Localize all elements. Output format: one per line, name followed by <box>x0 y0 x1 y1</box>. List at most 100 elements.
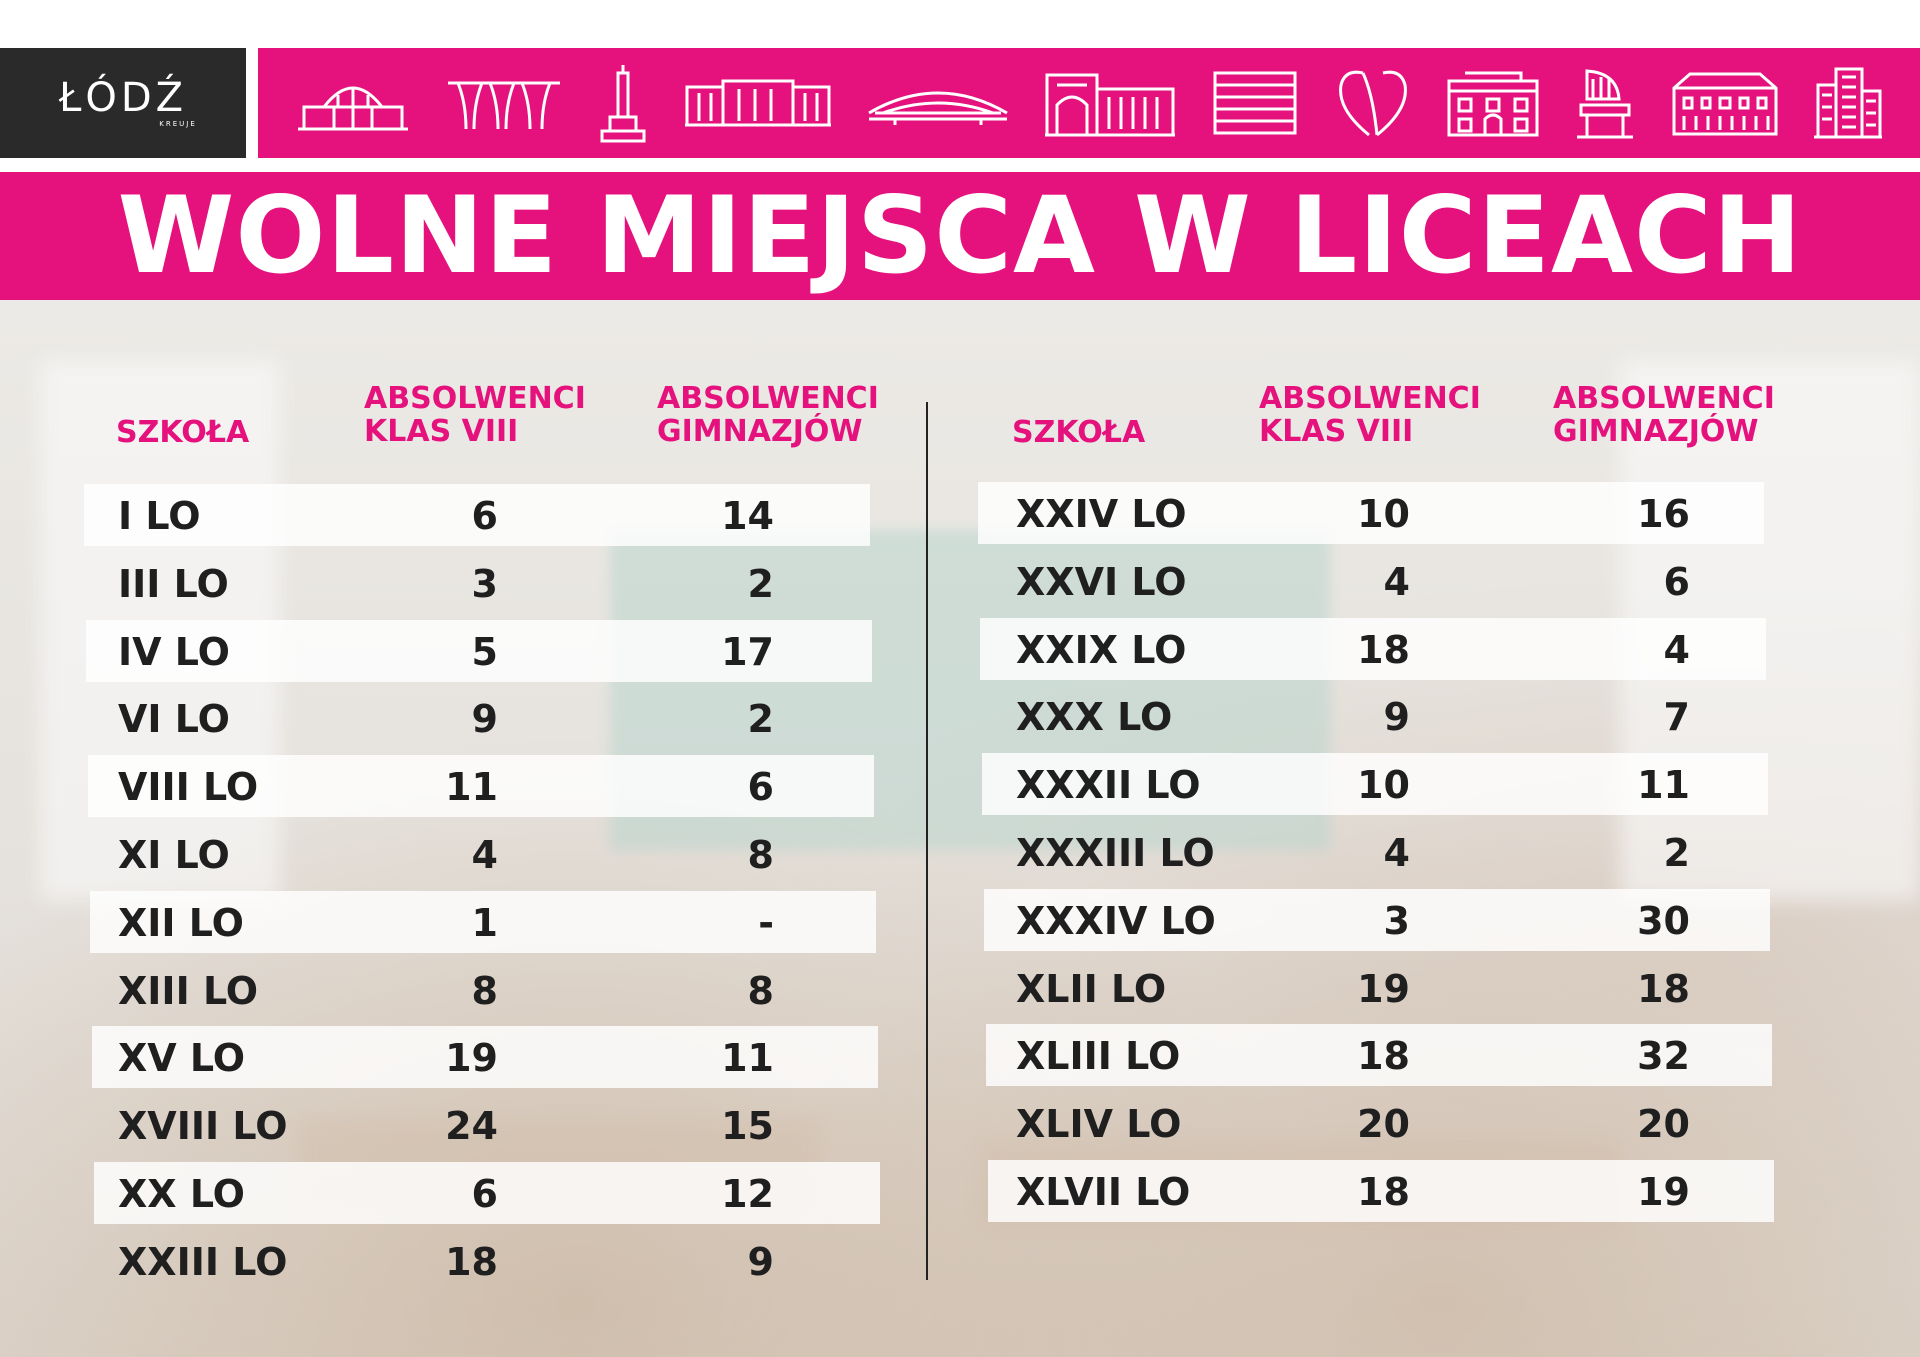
grade8-seats-cell: 24 <box>445 1104 498 1149</box>
school-name-cell: XXIV LO <box>1016 492 1187 536</box>
grade8-seats-cell: 4 <box>1383 831 1410 875</box>
table-divider <box>926 402 928 1280</box>
grade8-seats-cell: 6 <box>471 494 498 538</box>
city-logo: ŁÓDŹ KREUJE <box>0 48 246 158</box>
gym-seats-cell: 20 <box>1637 1102 1690 1147</box>
factory-icon <box>684 79 831 127</box>
grade8-seats-cell: 5 <box>471 629 498 674</box>
gym-seats-cell: 11 <box>1637 763 1690 808</box>
table-row-band <box>986 1024 1772 1087</box>
school-name-cell: XXVI LO <box>1016 559 1187 604</box>
left-gym-header: ABSOLWENCI GIMNAZJÓW <box>657 382 879 448</box>
gym-seats-cell: 18 <box>1637 966 1690 1011</box>
right-grade8-header: ABSOLWENCI KLAS VIII <box>1259 382 1481 448</box>
table-row-band <box>982 753 1768 816</box>
school-name-cell: III LO <box>118 561 229 606</box>
grade8-seats-cell: 9 <box>471 697 498 742</box>
school-name-cell: XI LO <box>118 833 230 877</box>
table-row-band <box>92 1026 878 1089</box>
grade8-seats-cell: 8 <box>471 968 498 1013</box>
tower-block-icon <box>1813 67 1882 139</box>
school-name-cell: XXIII LO <box>118 1239 288 1284</box>
monument-icon <box>600 65 646 143</box>
gym-seats-cell: 16 <box>1637 492 1690 536</box>
gym-seats-cell: 2 <box>747 697 774 742</box>
gym-seats-cell: 4 <box>1663 627 1690 672</box>
school-name-cell: I LO <box>118 494 201 538</box>
school-header-label: SZKOŁA <box>116 415 250 450</box>
gym-seats-cell: 8 <box>747 968 774 1013</box>
title-banner: WOLNE MIEJSCA W LICEACH <box>0 172 1920 300</box>
gym-seats-cell: 6 <box>1663 559 1690 604</box>
gym-seats-cell: 30 <box>1637 898 1690 943</box>
school-header-label: SZKOŁA <box>1012 415 1146 450</box>
arches-icon <box>448 81 561 130</box>
arena-icon <box>867 91 1008 125</box>
logo-text: ŁÓDŹ <box>58 75 188 121</box>
left-grade8-header: ABSOLWENCI KLAS VIII <box>364 382 586 448</box>
grade8-header-line1: ABSOLWENCI <box>1259 381 1481 416</box>
grade8-seats-cell: 4 <box>1383 559 1410 604</box>
school-name-cell: VI LO <box>118 697 230 742</box>
table-row-band <box>988 1160 1774 1222</box>
school-name-cell: XIII LO <box>118 968 259 1013</box>
grade8-seats-cell: 9 <box>1383 695 1410 740</box>
grade8-seats-cell: 4 <box>471 833 498 877</box>
gym-seats-cell: 2 <box>1663 831 1690 875</box>
school-name-cell: IV LO <box>118 629 230 674</box>
page-title: WOLNE MIEJSCA W LICEACH <box>117 174 1803 297</box>
school-name-cell: XLIII LO <box>1016 1034 1181 1079</box>
school-name-cell: XLVII LO <box>1016 1170 1191 1214</box>
grade8-seats-cell: 11 <box>445 765 498 810</box>
heart-sculpture-icon <box>1339 70 1408 137</box>
gym-seats-cell: 9 <box>747 1239 774 1284</box>
gym-seats-cell: 14 <box>721 494 774 538</box>
school-name-cell: XXXIV LO <box>1016 898 1216 943</box>
logo-subtext: KREUJE <box>159 120 197 128</box>
grade8-header-line2: KLAS VIII <box>1259 414 1414 449</box>
school-name-cell: XX LO <box>118 1172 245 1216</box>
gym-seats-cell: 15 <box>721 1104 774 1149</box>
gym-seats-cell: - <box>758 900 774 945</box>
grade8-seats-cell: 19 <box>445 1036 498 1081</box>
grade8-seats-cell: 10 <box>1357 763 1410 808</box>
school-name-cell: XXXIII LO <box>1016 831 1215 875</box>
gym-seats-cell: 7 <box>1663 695 1690 740</box>
gate-building-icon <box>1044 73 1175 137</box>
grade8-seats-cell: 18 <box>1357 1170 1410 1214</box>
right-gym-header: ABSOLWENCI GIMNAZJÓW <box>1553 382 1775 448</box>
grade8-seats-cell: 18 <box>1357 627 1410 672</box>
right-school-header: SZKOŁA <box>1012 416 1145 449</box>
palace-icon <box>1447 71 1539 137</box>
manor-icon <box>1672 72 1778 136</box>
gym-seats-cell: 19 <box>1637 1170 1690 1214</box>
grade8-seats-cell: 19 <box>1357 966 1410 1011</box>
school-name-cell: XLIV LO <box>1016 1102 1182 1147</box>
school-name-cell: XVIII LO <box>118 1104 288 1149</box>
stacked-building-icon <box>1213 71 1297 135</box>
grade8-seats-cell: 18 <box>1357 1034 1410 1079</box>
gym-header-line2: GIMNAZJÓW <box>657 414 863 449</box>
gym-seats-cell: 11 <box>721 1036 774 1081</box>
grade8-header-line2: KLAS VIII <box>364 414 519 449</box>
grade8-header-line1: ABSOLWENCI <box>364 381 586 416</box>
grade8-seats-cell: 10 <box>1357 492 1410 536</box>
gym-seats-cell: 6 <box>747 765 774 810</box>
grade8-seats-cell: 18 <box>445 1239 498 1284</box>
table-row-band <box>94 1162 880 1224</box>
school-name-cell: XXIX LO <box>1016 627 1187 672</box>
school-name-cell: XII LO <box>118 900 244 945</box>
gym-seats-cell: 32 <box>1637 1034 1690 1079</box>
gym-header-line2: GIMNAZJÓW <box>1553 414 1759 449</box>
school-name-cell: XXX LO <box>1016 695 1173 740</box>
table-row-band <box>88 755 874 818</box>
table-row-band <box>86 619 872 682</box>
school-name-cell: VIII LO <box>118 765 259 810</box>
gym-header-line1: ABSOLWENCI <box>1553 381 1775 416</box>
gym-seats-cell: 12 <box>721 1172 774 1216</box>
railway-station-icon <box>298 86 409 131</box>
piano-monument-icon <box>1577 69 1634 139</box>
table-row-band <box>984 888 1770 951</box>
table-row-band <box>978 482 1764 544</box>
school-name-cell: XV LO <box>118 1036 246 1081</box>
